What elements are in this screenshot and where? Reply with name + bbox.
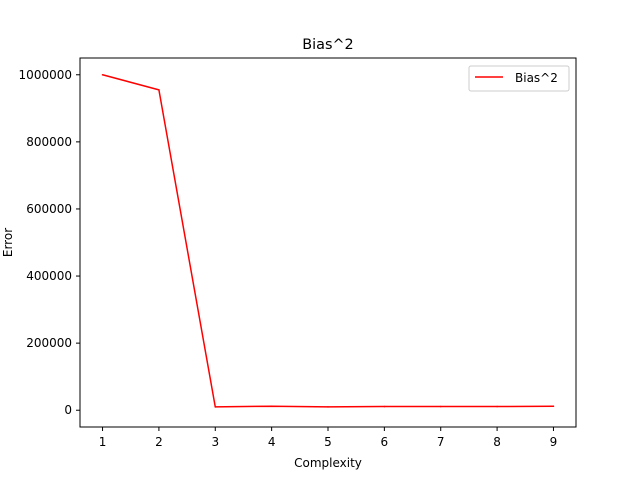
y-tick-label: 400000 (26, 269, 72, 283)
y-tick-label: 1000000 (19, 68, 72, 82)
legend-label: Bias^2 (515, 71, 558, 85)
x-tick-label: 2 (155, 435, 163, 449)
x-tick-label: 7 (437, 435, 445, 449)
x-tick-label: 8 (493, 435, 501, 449)
x-tick-label: 6 (381, 435, 389, 449)
y-tick-label: 200000 (26, 336, 72, 350)
x-axis-ticks: 1 2 3 4 5 6 7 8 9 (99, 427, 558, 449)
x-axis-label: Complexity (294, 456, 362, 470)
data-point (101, 73, 104, 76)
data-point (439, 405, 442, 408)
y-tick-label: 0 (64, 403, 72, 417)
plot-area (101, 73, 555, 408)
data-point (158, 89, 160, 91)
data-point (270, 405, 273, 408)
x-tick-label: 9 (550, 435, 558, 449)
x-tick-label: 1 (99, 435, 107, 449)
y-tick-label: 600000 (26, 202, 72, 216)
legend: Bias^2 (468, 65, 570, 92)
data-point (383, 405, 386, 408)
legend-box (468, 65, 570, 92)
x-tick-label: 5 (324, 435, 332, 449)
y-tick-label: 800000 (26, 135, 72, 149)
data-point (552, 405, 555, 408)
data-point (214, 406, 217, 408)
chart-title: Bias^2 (302, 37, 353, 53)
data-point (496, 405, 498, 408)
x-tick-label: 3 (211, 435, 219, 449)
y-axis-label: Error (1, 228, 15, 257)
y-axis-ticks: 0 200000 400000 600000 800000 1000000 (19, 68, 80, 417)
x-tick-label: 4 (268, 435, 276, 449)
data-point (327, 406, 329, 408)
